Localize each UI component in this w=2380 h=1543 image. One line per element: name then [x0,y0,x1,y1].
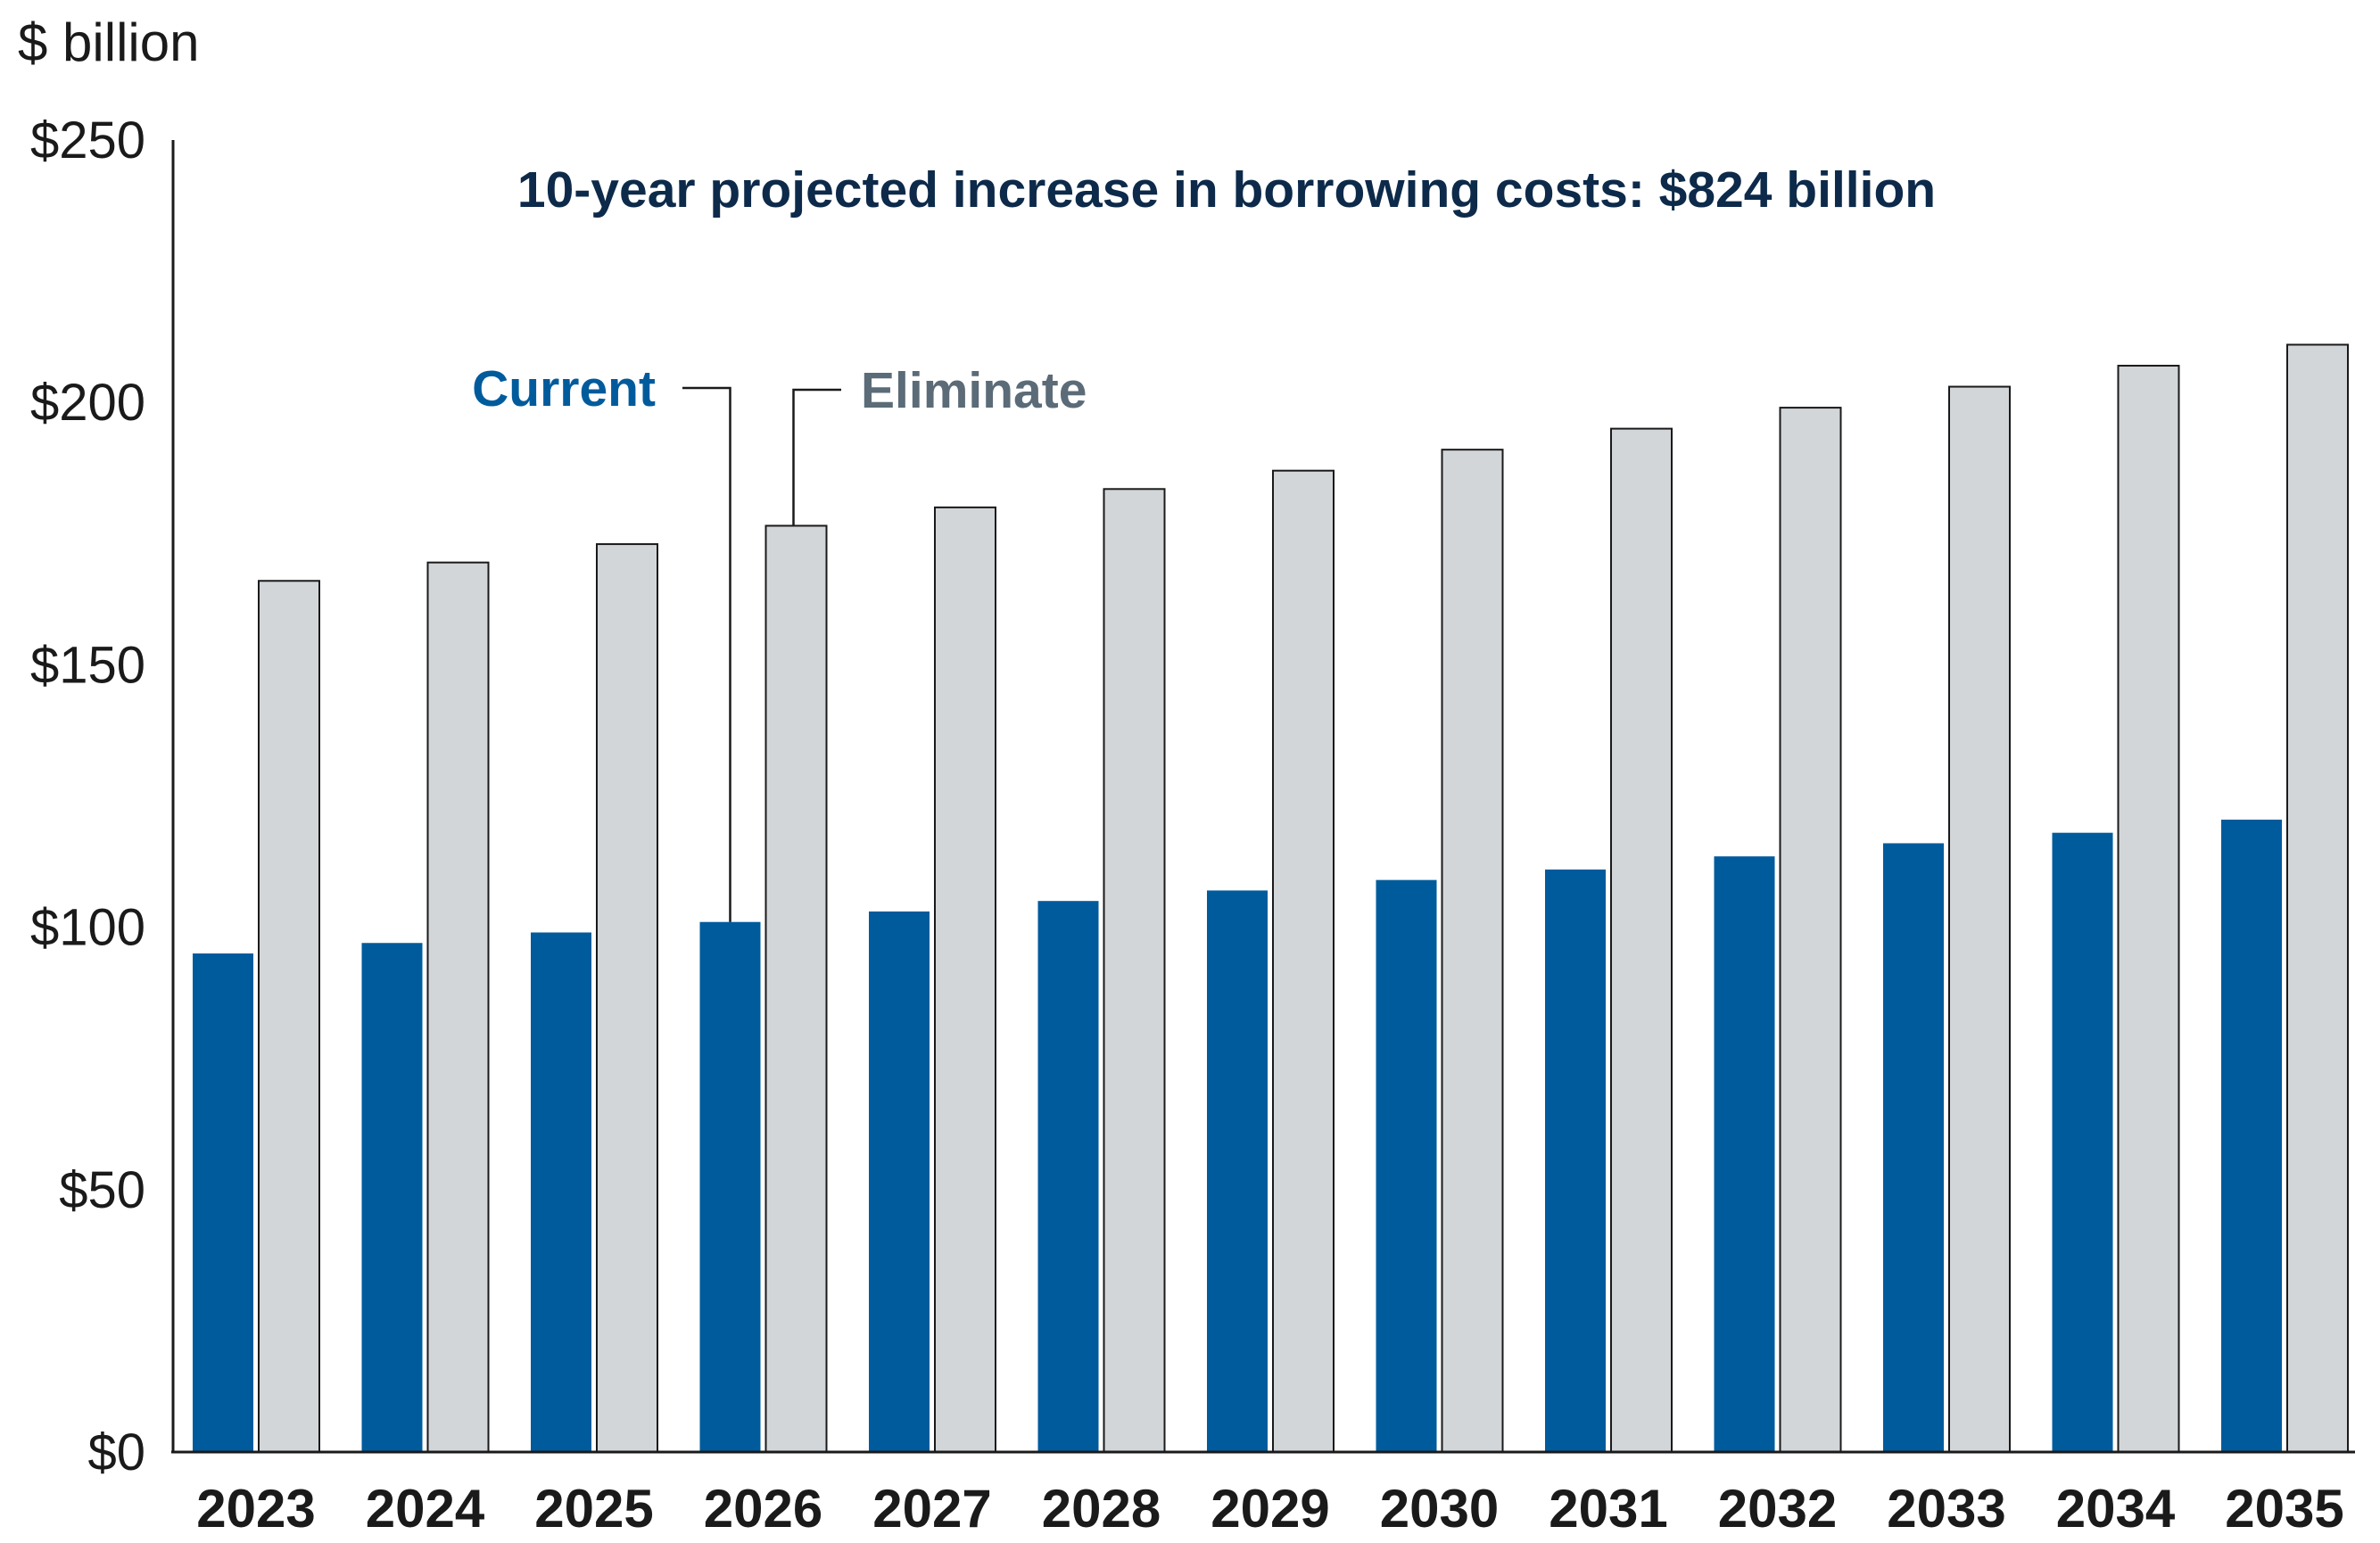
bar-current-2030 [1376,879,1437,1452]
y-tick-label: $200 [30,374,145,432]
y-tick-label: $150 [30,636,145,694]
x-tick-label: 2035 [2225,1479,2343,1539]
bar-eliminate-2035 [2286,343,2349,1454]
y-axis-ticks: $0 $50 $100 $150 $200 $250 [30,111,145,1481]
x-tick-label: 2034 [2056,1479,2176,1539]
bar-current-2029 [1207,890,1268,1452]
x-tick-label: 2030 [1380,1479,1499,1539]
bar-current-2028 [1037,901,1099,1452]
bar-eliminate-2029 [1272,469,1335,1453]
chart-title: 10-year projected increase in borrowing … [517,161,1936,219]
bar-current-2023 [193,953,253,1452]
bar-eliminate-2030 [1441,449,1504,1453]
bar-eliminate-2032 [1779,407,1842,1454]
x-tick-label: 2026 [704,1479,822,1539]
y-tick-label: $250 [30,111,145,169]
bar-current-2031 [1545,869,1606,1452]
bar-eliminate-2024 [426,561,490,1453]
y-axis-unit-label: $ billion [18,12,199,72]
legend-eliminate-label: Eliminate [861,362,1087,419]
bar-eliminate-2031 [1610,427,1673,1453]
bar-eliminate-2023 [258,580,320,1453]
bar-current-2025 [531,932,591,1452]
x-tick-label: 2028 [1042,1479,1161,1539]
bar-current-2035 [2221,819,2282,1452]
bar-current-2033 [1883,843,1944,1452]
bars-group [193,343,2349,1454]
eliminate-leader-line [792,388,841,526]
bar-eliminate-2025 [596,543,658,1453]
bar-eliminate-2028 [1103,488,1166,1453]
x-tick-label: 2023 [196,1479,315,1539]
bar-current-2027 [869,911,930,1452]
series-annotations: Current Eliminate [472,360,1087,922]
x-tick-label: 2033 [1887,1479,2005,1539]
x-tick-label: 2025 [534,1479,653,1539]
y-tick-label: $50 [59,1161,145,1219]
x-axis-ticks: 2023 2024 2025 2026 2027 2028 2029 2030 2031 2032… [196,1479,2343,1539]
bar-eliminate-2027 [934,506,996,1453]
x-tick-label: 2031 [1549,1479,1667,1539]
bar-current-2034 [2052,832,2113,1452]
bar-eliminate-2026 [764,524,828,1453]
bar-current-2032 [1714,856,1775,1452]
bar-current-2024 [361,943,423,1452]
x-tick-label: 2024 [366,1479,485,1539]
bar-eliminate-2034 [2117,365,2180,1454]
x-tick-label: 2027 [872,1479,991,1539]
bar-current-2026 [699,921,761,1452]
current-leader-line [682,386,731,922]
bar-eliminate-2033 [1948,385,2011,1454]
y-tick-label: $100 [30,899,145,957]
x-tick-label: 2032 [1718,1479,1837,1539]
y-tick-label: $0 [87,1423,145,1481]
x-tick-label: 2029 [1211,1479,1329,1539]
legend-current-label: Current [472,360,656,417]
